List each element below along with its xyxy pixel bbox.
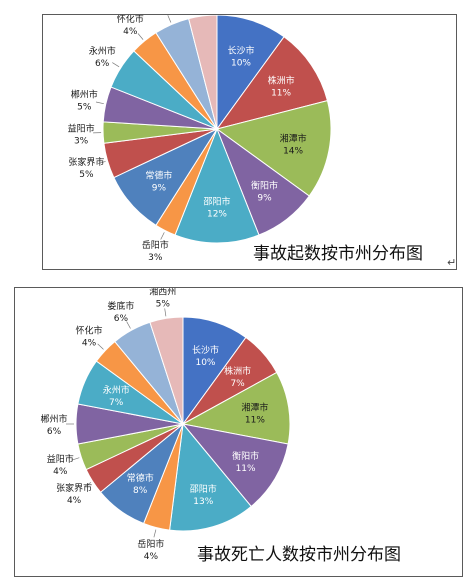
slice-label: 湘潭市 xyxy=(280,133,307,145)
chart-title-death-count: 事故死亡人数按市州分布图 xyxy=(197,545,401,565)
leader-line xyxy=(112,62,120,68)
leader-line xyxy=(164,308,167,317)
slice-value-label: 9% xyxy=(257,193,272,203)
slice-label: 长沙市 xyxy=(192,344,219,356)
slice-label: 郴州市 xyxy=(40,413,67,425)
slice-value-label: 3% xyxy=(74,136,89,146)
slice-label: 湘潭市 xyxy=(241,402,268,414)
leader-line xyxy=(160,232,165,240)
slice-label: 岳阳市 xyxy=(142,239,169,251)
slice-label: 衡阳市 xyxy=(251,179,278,191)
slice-value-label: 6% xyxy=(114,314,129,324)
slice-value-label: 6% xyxy=(95,59,110,69)
leader-line xyxy=(97,161,106,164)
leader-line xyxy=(137,33,144,40)
slice-label: 株洲市 xyxy=(224,365,251,377)
slice-value-label: 11% xyxy=(245,416,265,426)
pie-slice xyxy=(149,316,184,425)
slice-value-label: 4% xyxy=(144,552,159,562)
paragraph-mark: ↵ xyxy=(447,256,457,269)
pie-chart-accident-count: 长沙市 10% 株洲市 11% 湘潭市 14% 衡阳市 9% 邵阳市 12% 岳阳市 3% 常德市 9% 张… xyxy=(42,14,457,270)
slice-label: 邵阳市 xyxy=(203,196,230,208)
pie-slice xyxy=(181,423,289,508)
slice-label: 株洲市 xyxy=(268,74,295,86)
slice-value-label: 10% xyxy=(195,358,215,368)
slice-label: 张家界市 xyxy=(68,156,104,168)
slice-value-label: 3% xyxy=(148,253,163,263)
slice-value-label: 9% xyxy=(152,183,167,193)
leader-line xyxy=(84,482,92,487)
slice-label: 怀化市 xyxy=(117,15,144,25)
slice-value-label: 7% xyxy=(109,398,124,408)
slice-label: 永州市 xyxy=(103,384,130,396)
slice-label: 益阳市 xyxy=(47,453,74,465)
slice-value-label: 12% xyxy=(207,210,227,220)
slice-value-label: 5% xyxy=(156,300,171,310)
slice-value-label: 5% xyxy=(77,102,92,112)
slice-value-label: 13% xyxy=(193,497,213,507)
slice-value-label: 7% xyxy=(230,379,245,389)
pie-slice xyxy=(174,127,260,244)
leader-line xyxy=(126,321,131,329)
slice-label: 常德市 xyxy=(145,169,172,181)
slice-value-label: 5% xyxy=(79,170,94,180)
leader-line xyxy=(95,101,104,105)
pie-slice xyxy=(181,371,291,445)
slice-label: 衡阳市 xyxy=(232,450,259,462)
slice-value-label: 4% xyxy=(82,339,97,349)
slice-label: 湘西州 xyxy=(149,288,176,298)
slice-label: 郴州市 xyxy=(71,88,98,100)
slice-value-label: 11% xyxy=(271,88,291,98)
slice-value-label: 4% xyxy=(123,27,138,37)
slice-value-label: 14% xyxy=(283,147,303,157)
slice-label: 永州市 xyxy=(89,45,116,57)
slice-label: 怀化市 xyxy=(75,325,102,337)
slice-value-label: 10% xyxy=(231,58,251,68)
leader-line xyxy=(71,457,80,461)
slice-value-label: 8% xyxy=(133,486,148,496)
slice-value-label: 4% xyxy=(67,496,82,506)
leader-line xyxy=(153,529,157,538)
pie-chart-2-svg: 长沙市 10% 株洲市 7% 湘潭市 11% 衡阳市 11% 邵阳市 13% 岳阳市 4% 常德市 8% 张… xyxy=(40,288,291,562)
slice-label: 邵阳市 xyxy=(190,483,217,495)
slice-value-label: 11% xyxy=(236,464,256,474)
leader-line xyxy=(97,343,104,350)
slice-value-label: 5% xyxy=(156,15,171,17)
pie-chart-1-svg: 长沙市 10% 株洲市 11% 湘潭市 14% 衡阳市 9% 邵阳市 12% 岳阳市 3% 常德市 9% 张… xyxy=(68,15,332,263)
pie-slice xyxy=(169,422,252,532)
slice-label: 娄底市 xyxy=(107,300,134,312)
slice-label: 常德市 xyxy=(127,472,154,484)
slice-label: 岳阳市 xyxy=(137,538,164,550)
pie-slice xyxy=(215,100,332,197)
slice-label: 益阳市 xyxy=(68,122,95,134)
pie-slice xyxy=(215,36,329,130)
slice-label: 张家界市 xyxy=(56,482,92,494)
pie-chart-death-count: 长沙市 10% 株洲市 7% 湘潭市 11% 衡阳市 11% 邵阳市 13% 岳阳市 4% 常德市 8% 张… xyxy=(14,287,463,577)
pie-slice xyxy=(188,15,218,130)
slice-value-label: 6% xyxy=(47,427,62,437)
pie-slice xyxy=(216,15,285,131)
leader-line xyxy=(167,15,172,23)
slice-value-label: 4% xyxy=(53,467,68,477)
slice-label: 长沙市 xyxy=(227,44,254,56)
chart-title-accident-count: 事故起数按市州分布图 xyxy=(253,244,423,264)
